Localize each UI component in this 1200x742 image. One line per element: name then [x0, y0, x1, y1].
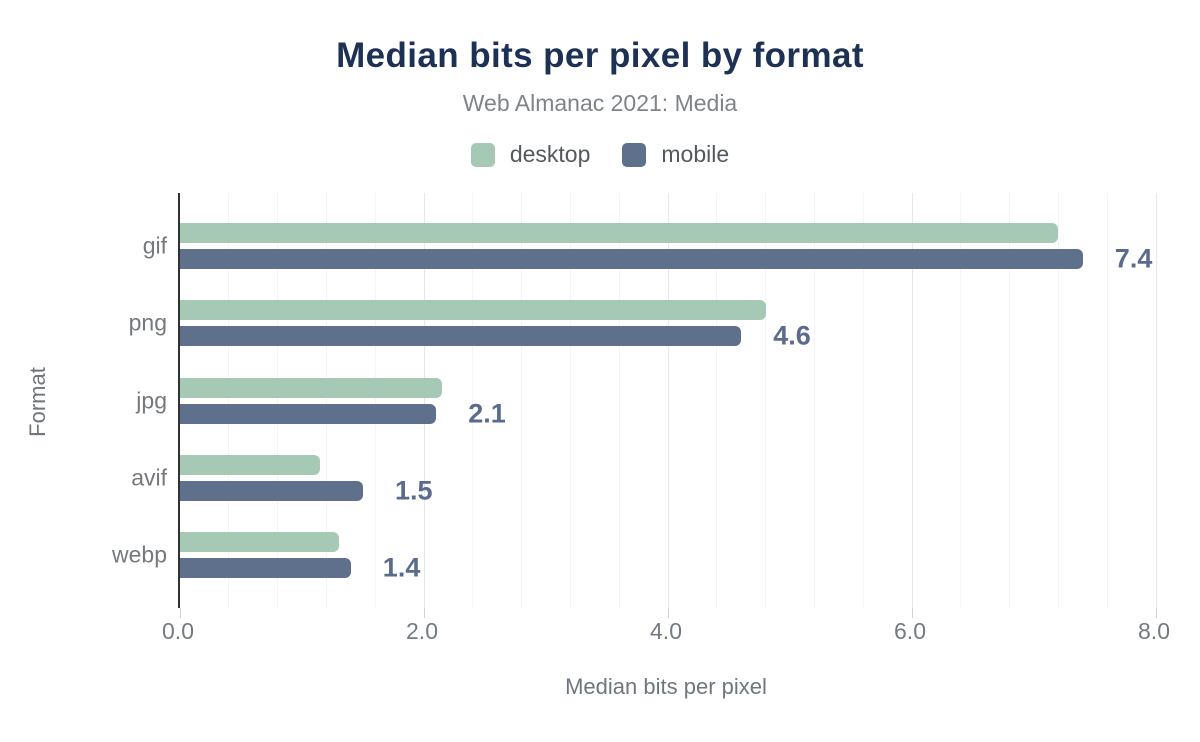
legend: desktop mobile: [0, 141, 1200, 168]
minor-gridline: [862, 193, 864, 608]
minor-gridline: [374, 193, 376, 608]
minor-gridline: [716, 193, 718, 608]
x-axis-tick-label: 4.0: [650, 618, 682, 644]
value-label-webp: 1.4: [382, 552, 421, 583]
minor-gridline: [228, 193, 230, 608]
value-label-jpg: 2.1: [468, 398, 506, 428]
x-axis-tickmark: [667, 608, 669, 618]
x-axis-tickmark: [423, 608, 425, 618]
chart-title: Median bits per pixel by format: [336, 36, 864, 75]
major-gridline: [1155, 193, 1157, 608]
minor-gridline: [1009, 193, 1011, 608]
legend-item-desktop[interactable]: desktop: [470, 141, 591, 168]
minor-gridline: [1106, 193, 1108, 608]
x-axis-title: Median bits per pixel: [565, 674, 767, 699]
major-gridline: [911, 193, 913, 608]
bar-desktop-gif[interactable]: [180, 223, 1059, 243]
chart-subtitle: Web Almanac 2021: Media: [462, 90, 738, 116]
bar-desktop-webp[interactable]: [180, 532, 339, 552]
minor-gridline: [325, 193, 327, 608]
bar-mobile-avif[interactable]: [180, 480, 363, 501]
legend-swatch-desktop: [470, 142, 495, 167]
x-axis-tick-label: 0.0: [162, 618, 194, 644]
minor-gridline: [765, 193, 767, 608]
bar-desktop-jpg[interactable]: [180, 377, 443, 398]
bar-desktop-avif[interactable]: [180, 454, 321, 475]
minor-gridline: [472, 193, 474, 608]
x-axis-tick-label: 8.0: [1138, 618, 1170, 644]
minor-gridline: [1057, 193, 1059, 608]
value-label-png: 4.6: [773, 320, 811, 351]
bar-mobile-webp[interactable]: [180, 558, 351, 578]
bar-mobile-jpg[interactable]: [180, 403, 437, 424]
category-label-jpg: jpg: [136, 387, 167, 413]
minor-gridline: [569, 193, 571, 608]
x-axis-tickmark: [911, 608, 913, 618]
minor-gridline: [813, 193, 815, 608]
minor-gridline: [618, 193, 620, 608]
x-axis-tickmark: [1155, 608, 1157, 618]
bar-mobile-gif[interactable]: [180, 249, 1083, 269]
plot-area: gif 7.4 png 4.6 jpg 2.1 avif 1.5 webp 1.4: [112, 193, 1157, 618]
x-axis-tick-label: 2.0: [406, 618, 438, 644]
bar-desktop-png[interactable]: [180, 300, 766, 321]
x-axis-tick-label: 6.0: [894, 618, 926, 644]
bar-mobile-png[interactable]: [180, 326, 742, 347]
major-gridline: [667, 193, 669, 608]
legend-item-mobile[interactable]: mobile: [622, 141, 729, 168]
x-axis-tickmark: [180, 608, 181, 618]
minor-gridline: [277, 193, 279, 608]
category-label-png: png: [128, 309, 167, 336]
value-label-avif: 1.5: [395, 475, 433, 506]
x-axis-tick-labels: 0.0 2.0 4.0 6.0 8.0: [162, 618, 1170, 648]
y-axis-title: Format: [25, 367, 50, 437]
value-label-gif: 7.4: [1114, 243, 1153, 274]
minor-gridline: [521, 193, 523, 608]
legend-swatch-mobile: [622, 142, 647, 167]
legend-label: desktop: [509, 141, 591, 167]
category-label-webp: webp: [112, 541, 167, 568]
major-gridline: [423, 193, 425, 608]
category-label-avif: avif: [131, 464, 167, 491]
legend-label: mobile: [661, 141, 730, 167]
category-label-gif: gif: [142, 232, 167, 259]
minor-gridline: [960, 193, 962, 608]
